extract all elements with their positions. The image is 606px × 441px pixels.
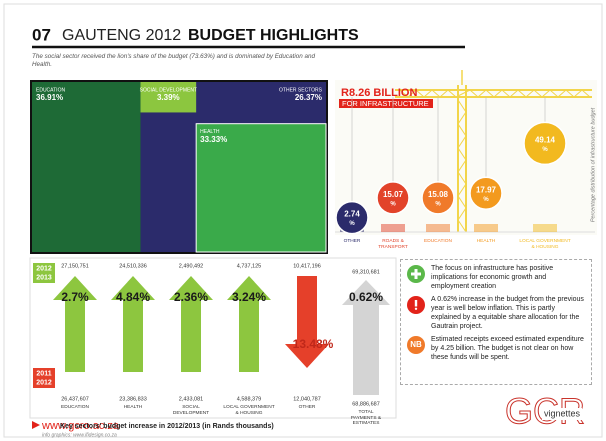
change-pct: 4.84%	[116, 290, 150, 304]
bubble-value: 2.74	[344, 210, 360, 219]
value-2013: 27,150,751	[61, 263, 89, 269]
building	[474, 224, 498, 232]
bubble-unit: %	[349, 221, 355, 227]
axis-label: Percentage distribution of infrastructur…	[590, 107, 596, 222]
logo-tag: vignettes	[544, 408, 581, 418]
bubble-value: 17.97	[476, 185, 497, 194]
bubble-value: 15.07	[383, 190, 404, 199]
title-plain: GAUTENG 2012	[62, 27, 181, 44]
year-label: 2011	[36, 370, 51, 377]
change-arrow	[285, 276, 329, 368]
cell-label: 36.91%	[36, 93, 63, 102]
change-pct: 13.48%	[293, 337, 334, 351]
bang-dot	[415, 308, 417, 310]
change-pct: 2.7%	[61, 290, 89, 304]
change-pct: 2.36%	[174, 290, 208, 304]
note: NB Estimated receipts exceed estimated ex…	[407, 336, 585, 362]
year-label: 2013	[36, 274, 52, 281]
infra-headline: R8.26 BILLION	[341, 87, 417, 99]
note-text: Estimated receipts exceed estimated expe…	[431, 336, 585, 362]
title-bold: BUDGET HIGHLIGHTS	[188, 27, 359, 44]
infra-subheadline: FOR INFRASTRUCTURE	[342, 99, 429, 108]
total-label: TOTAL PAYMENTS & ESTIMATES	[346, 410, 386, 427]
note-icon	[407, 265, 425, 283]
change-pct: 3.24%	[232, 290, 266, 304]
bubble-unit: %	[483, 197, 489, 203]
category-label: LOCAL GOVERNMENT & HOUSING	[519, 239, 571, 250]
note-text: The focus on infrastructure has positive…	[431, 265, 585, 291]
sector-label: LOCAL GOVERNMENT & HOUSING	[223, 405, 275, 416]
value-2011: 12,040,787	[293, 396, 321, 402]
crane-chart: R8.26 BILLION FOR INFRASTRUCTURE Percent…	[335, 70, 597, 235]
notes: The focus on infrastructure has positive…	[400, 259, 592, 385]
sector-label: SOCIAL DEVELOPMENT	[165, 405, 217, 416]
year-label: 2012	[36, 265, 52, 272]
total-2013: 69,310,681	[352, 269, 380, 275]
value-2013: 4,737,125	[237, 263, 261, 269]
budget-chart: 2012 2013 2011 2012 27,150,751 2.7% 26,437,607…	[33, 263, 390, 407]
icon-glyph	[411, 269, 421, 279]
bang-bar	[415, 300, 417, 307]
note-text: A 0.62% increase in the budget from the …	[431, 296, 585, 331]
cell-label: 3.39%	[157, 93, 180, 102]
value-2011: 26,437,607	[61, 396, 89, 402]
page: 07 GAUTENG 2012 BUDGET HIGHLIGHTS EDUCAT…	[0, 0, 606, 441]
year-label: 2012	[36, 379, 52, 386]
value-2011: 23,386,833	[119, 396, 147, 402]
total-2011: 68,886,687	[352, 401, 380, 407]
building	[381, 224, 405, 232]
section-number: 07	[32, 25, 51, 44]
category-label: EDUCATION	[412, 239, 464, 245]
icon-glyph	[411, 300, 421, 310]
total-change: 0.62%	[349, 290, 383, 304]
bubble-value: 15.08	[428, 190, 449, 199]
note-icon	[407, 296, 425, 314]
note-icon: NB	[407, 336, 425, 354]
plus-h	[411, 273, 421, 276]
cell-label: 26.37%	[295, 93, 322, 102]
bubble-value: 49.14	[535, 135, 556, 144]
category-label: HEALTH	[460, 239, 512, 245]
footer-credit: info graphics: www.ifidesign.co.za	[42, 432, 117, 438]
budget-caption: Key sectors' budget increase in 2012/201…	[60, 423, 274, 430]
intro: The social sector received the lion's sh…	[32, 53, 332, 69]
bubble-unit: %	[435, 201, 441, 207]
cell-label: 33.33%	[200, 135, 227, 144]
note: A 0.62% increase in the budget from the …	[407, 296, 585, 331]
value-2013: 24,510,336	[119, 263, 147, 269]
treemap-cell	[32, 82, 141, 252]
sector-label: OTHER	[281, 405, 333, 411]
sector-label: EDUCATION	[49, 405, 101, 411]
bubble-unit: %	[542, 147, 548, 153]
bubble-unit: %	[390, 201, 396, 207]
building	[426, 224, 450, 232]
url-arrow	[32, 421, 40, 429]
value-2013: 10,417,196	[293, 263, 321, 269]
sector-label: HEALTH	[107, 405, 159, 411]
building	[533, 224, 557, 232]
value-2011: 4,588,379	[237, 396, 261, 402]
value-2013: 2,490,492	[179, 263, 203, 269]
value-2011: 2,433,081	[179, 396, 203, 402]
note: The focus on infrastructure has positive…	[407, 265, 585, 291]
